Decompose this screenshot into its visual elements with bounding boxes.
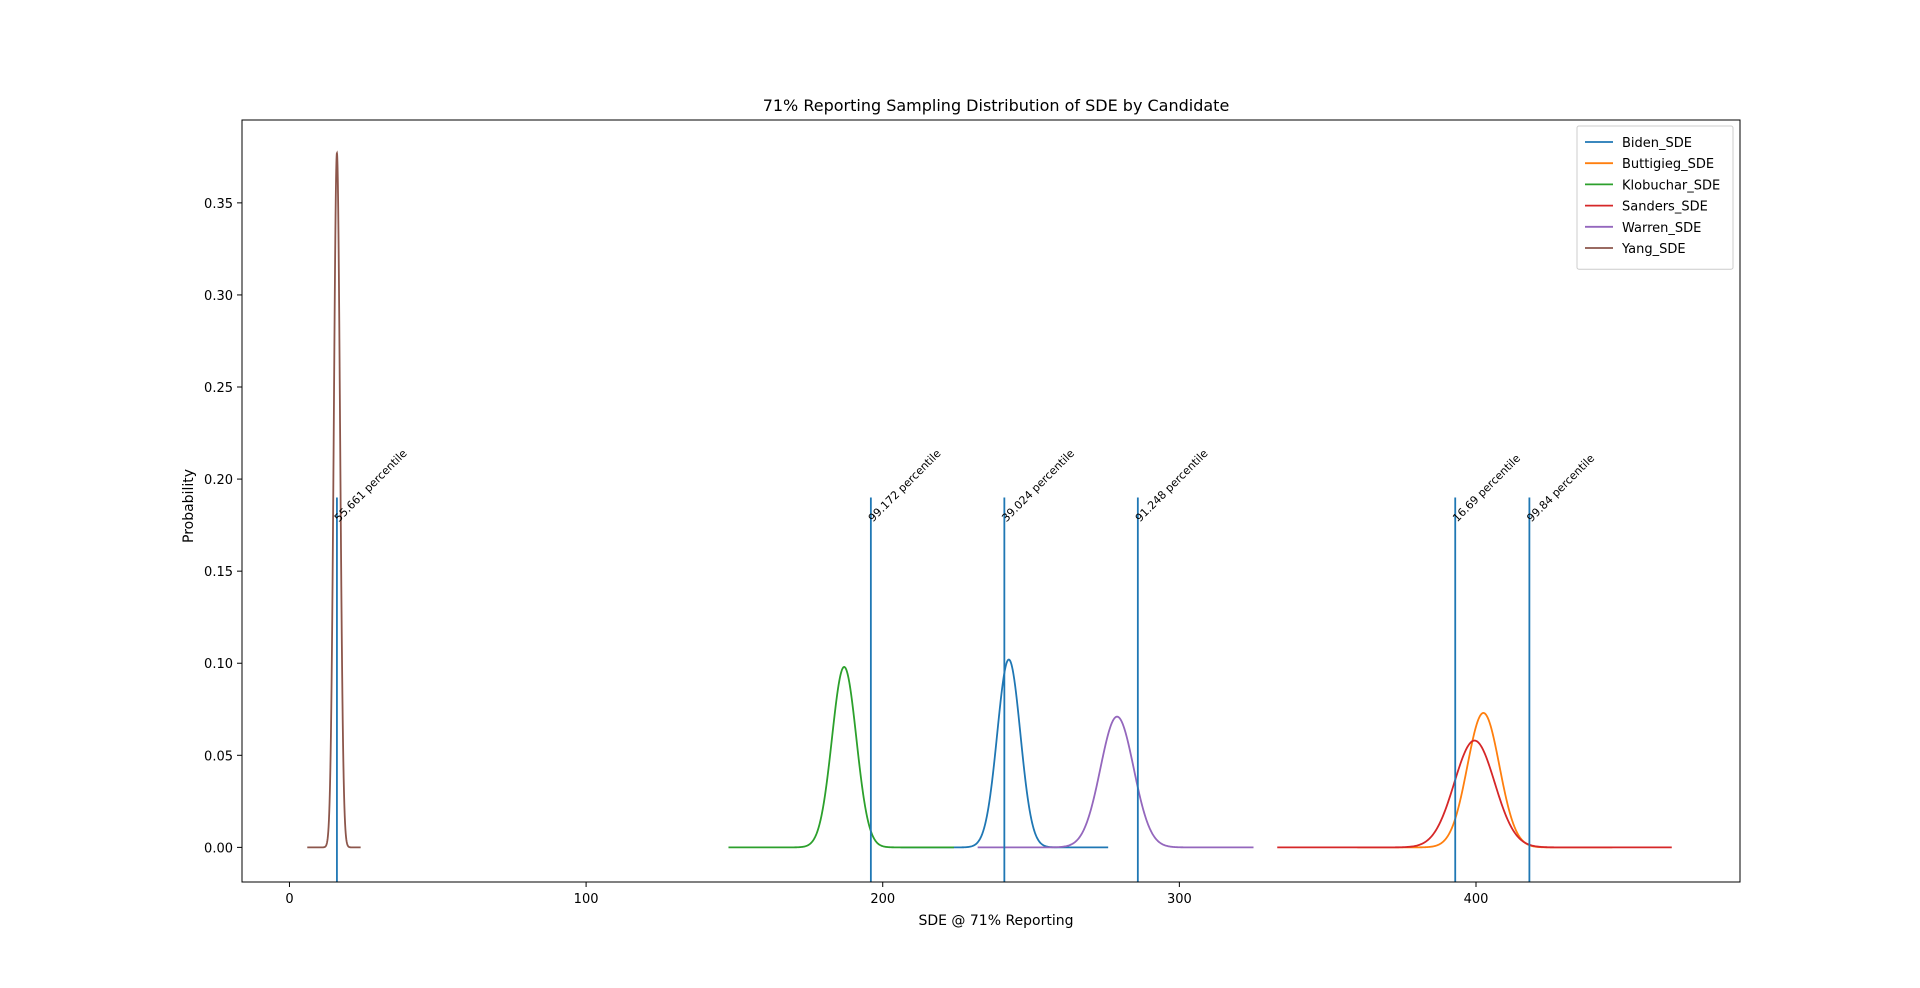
- x-tick-label: 200: [870, 892, 895, 907]
- axes: 0 100 200 300 400 0.00 0.05 0.10 0.15 0.20 0.25 0.3…: [204, 119, 1741, 907]
- y-tick-label: 0.35: [204, 197, 233, 212]
- y-tick-label: 0.15: [204, 565, 233, 580]
- series-line-klobuchar-sde: [728, 666, 954, 849]
- legend-box: [1576, 125, 1734, 270]
- y-tick-label: 0.10: [204, 657, 233, 672]
- series-line-yang-sde: [307, 150, 361, 849]
- legend-label-yang-sde: Yang_SDE: [1621, 242, 1686, 257]
- percentile-label-1: 55.661 percentile: [332, 447, 410, 525]
- legend-label-warren-sde: Warren_SDE: [1622, 221, 1701, 236]
- percentile-label-6: 99.84 percentile: [1524, 452, 1597, 525]
- legend-label-klobuchar-sde: Klobuchar_SDE: [1622, 178, 1720, 193]
- y-tick-label: 0.00: [204, 841, 233, 856]
- x-tick-label: 400: [1464, 892, 1489, 907]
- percentile-label-3: 39.024 percentile: [999, 447, 1077, 525]
- series-line-warren-sde: [977, 715, 1254, 849]
- legend-label-biden-sde: Biden_SDE: [1622, 136, 1692, 151]
- legend-label-buttigieg-sde: Buttigieg_SDE: [1622, 157, 1714, 172]
- x-tick-label: 100: [574, 892, 599, 907]
- y-tick-label: 0.20: [204, 473, 233, 488]
- series-line-buttigieg-sde: [1357, 712, 1613, 849]
- percentile-label-2: 99.172 percentile: [866, 447, 944, 525]
- x-tick-label: 0: [285, 892, 293, 907]
- percentile-label-5: 16.69 percentile: [1450, 452, 1523, 525]
- percentile-label-4: 91.248 percentile: [1133, 447, 1211, 525]
- chart-title: 71% Reporting Sampling Distribution of S…: [763, 96, 1230, 115]
- series-line-sanders-sde: [1277, 739, 1672, 849]
- x-tick-label: 300: [1167, 892, 1192, 907]
- plot-frame: [241, 119, 1741, 883]
- y-tick-label: 0.30: [204, 289, 233, 304]
- legend: Biden_SDE Buttigieg_SDE Klobuchar_SDE Sande…: [1576, 125, 1734, 270]
- y-axis-label: Probability: [181, 469, 197, 543]
- x-axis-label: SDE @ 71% Reporting: [918, 913, 1073, 929]
- percentile-annotations: 55.661 percentile 99.172 percentile 39.024…: [332, 447, 1597, 525]
- y-tick-label: 0.05: [204, 749, 233, 764]
- legend-label-sanders-sde: Sanders_SDE: [1622, 200, 1708, 215]
- y-tick-label: 0.25: [204, 381, 233, 396]
- plot-area: [307, 150, 1672, 882]
